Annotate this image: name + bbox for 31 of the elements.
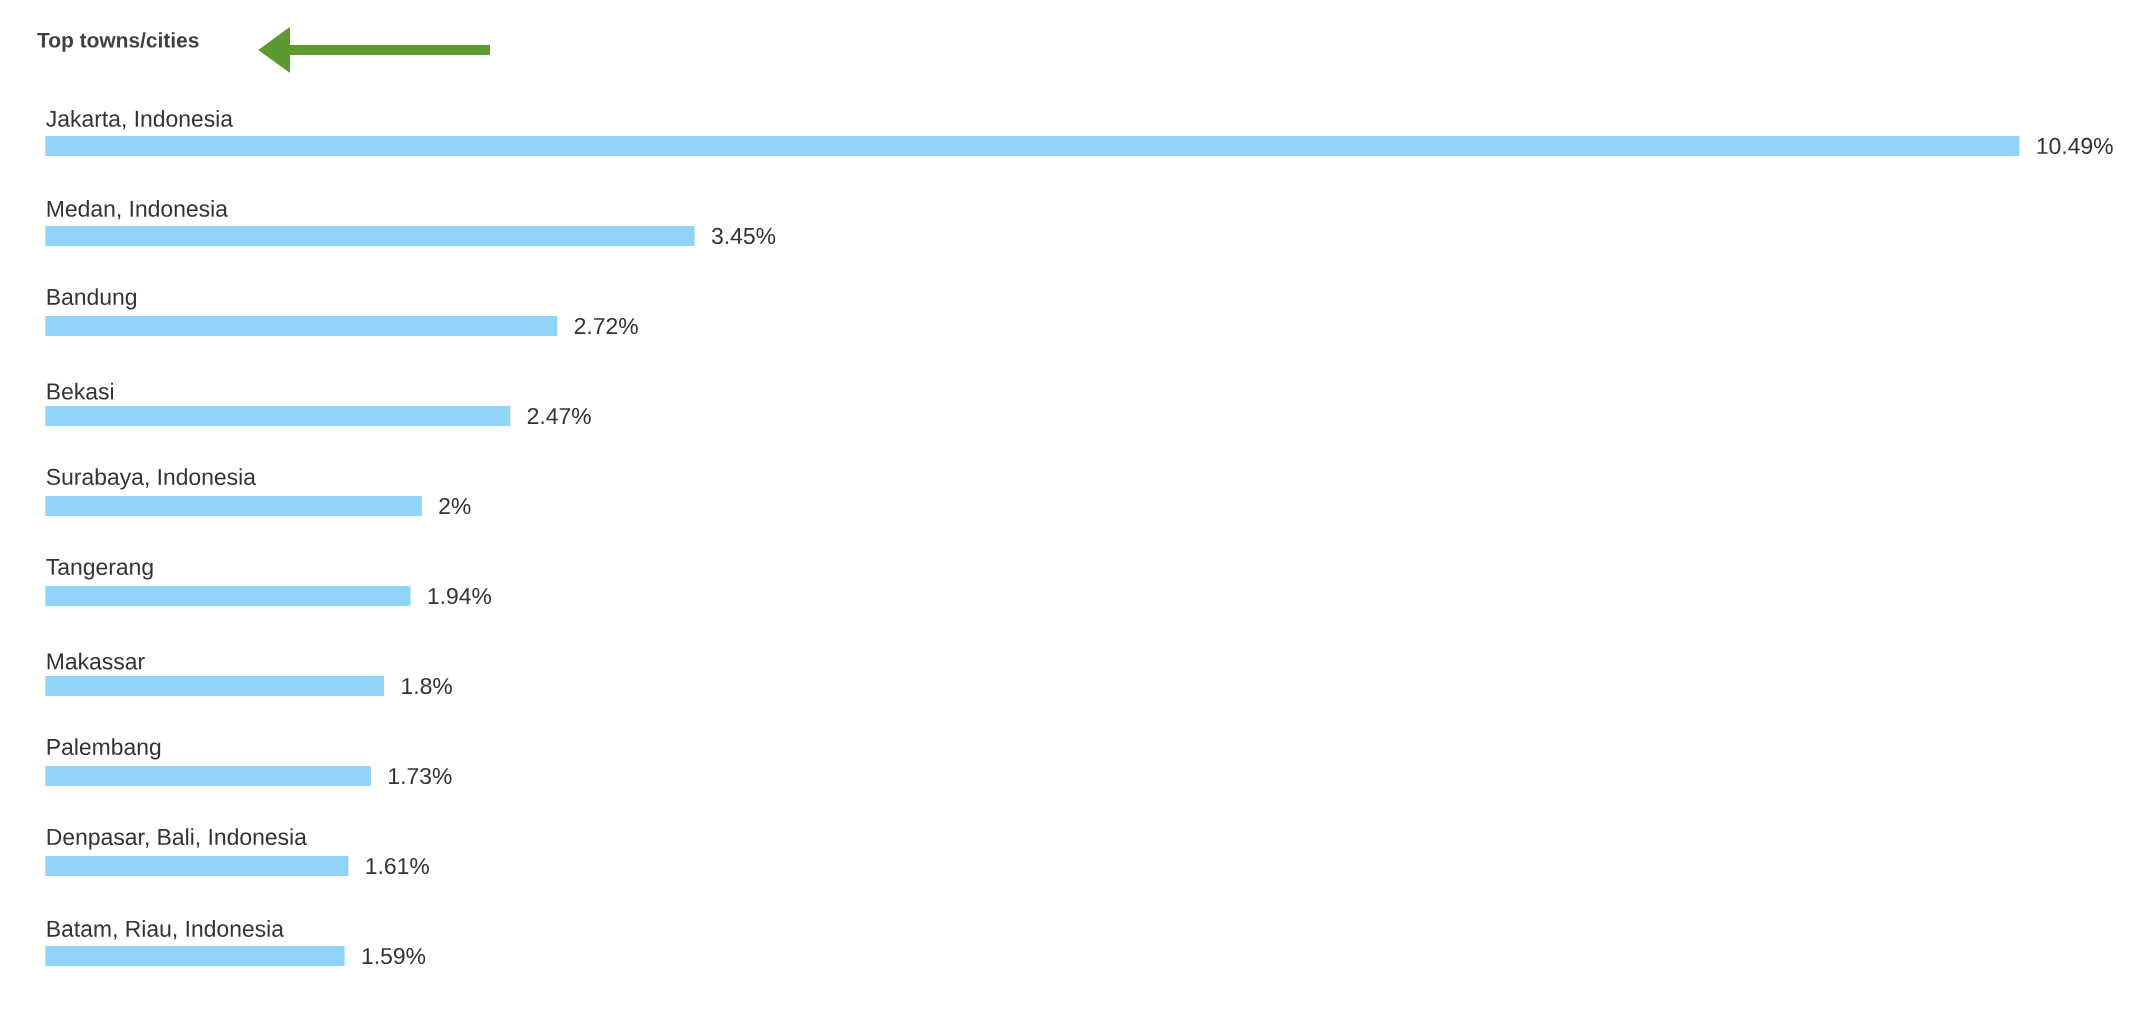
data-label: 1.61%: [366, 857, 429, 875]
data-label: 2%: [439, 497, 471, 515]
chart-title: Top towns/cities: [37, 32, 199, 52]
data-label: 2.47%: [527, 407, 591, 425]
y-tick-label: Batam, Riau, Indonesia: [47, 920, 284, 940]
bar: [45, 225, 695, 246]
y-tick-label: Palembang: [47, 738, 161, 760]
data-label: 1.73%: [389, 767, 452, 785]
y-tick-label: Makassar: [47, 652, 145, 670]
bar: [45, 856, 349, 876]
data-label: 1.94%: [428, 587, 492, 605]
bar: [45, 135, 2020, 156]
data-label: 2.72%: [574, 317, 638, 335]
bar: [45, 315, 558, 336]
bar: [45, 405, 511, 426]
y-tick-label: Surabaya, Indonesia: [46, 468, 256, 490]
data-label: 10.49%: [2037, 137, 2113, 155]
data-label: 3.45%: [711, 227, 776, 245]
bar: [45, 676, 385, 696]
y-tick-label: Bandung: [47, 288, 137, 310]
data-label: 1.59%: [362, 947, 426, 965]
y-tick-label: Bekasi: [47, 382, 114, 400]
bar: [45, 585, 411, 606]
y-tick-label: Tangerang: [46, 559, 153, 580]
bar: [45, 495, 422, 516]
y-tick-label: Denpasar, Bali, Indonesia: [47, 828, 307, 850]
y-tick-label: Jakarta, Indonesia: [46, 110, 234, 130]
data-label: 1.8%: [402, 677, 452, 695]
y-tick-label: Medan, Indonesia: [47, 200, 228, 220]
bar: [45, 946, 345, 966]
bar: [45, 766, 371, 786]
